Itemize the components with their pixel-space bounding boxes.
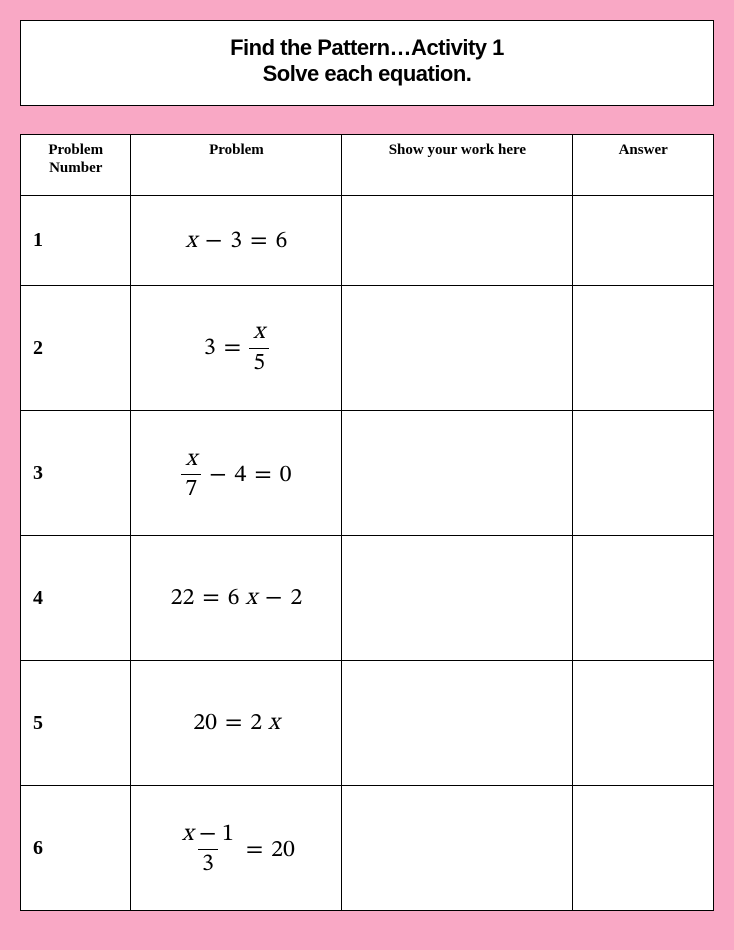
problems-table: Problem Number Problem Show your work he…	[20, 134, 714, 911]
problem-number: 5	[21, 661, 131, 786]
answer-cell	[573, 196, 714, 286]
table-header-row: Problem Number Problem Show your work he…	[21, 135, 714, 196]
problem-number: 2	[21, 286, 131, 411]
problem-equation: x − 1 3 =20	[131, 786, 342, 911]
work-cell	[342, 286, 573, 411]
work-cell	[342, 661, 573, 786]
work-cell	[342, 411, 573, 536]
answer-cell	[573, 786, 714, 911]
table-row: 2 3= x5	[21, 286, 714, 411]
col-header-problem: Problem	[131, 135, 342, 196]
col-header-number: Problem Number	[21, 135, 131, 196]
problem-number: 4	[21, 536, 131, 661]
problem-equation: 20=2x	[131, 661, 342, 786]
work-cell	[342, 786, 573, 911]
problem-number: 1	[21, 196, 131, 286]
table-row: 3 x7 −4=0	[21, 411, 714, 536]
problem-equation: 3= x5	[131, 286, 342, 411]
worksheet-page: Find the Pattern…Activity 1 Solve each e…	[0, 0, 734, 950]
problem-number: 3	[21, 411, 131, 536]
table-row: 6 x − 1 3 =20	[21, 786, 714, 911]
work-cell	[342, 196, 573, 286]
answer-cell	[573, 411, 714, 536]
title-line-1: Find the Pattern…Activity 1	[31, 35, 703, 61]
problem-equation: x−3=6	[131, 196, 342, 286]
problem-equation: 22=6x−2	[131, 536, 342, 661]
table-row: 5 20=2x	[21, 661, 714, 786]
title-box: Find the Pattern…Activity 1 Solve each e…	[20, 20, 714, 106]
problem-number: 6	[21, 786, 131, 911]
table-row: 1 x−3=6	[21, 196, 714, 286]
work-cell	[342, 536, 573, 661]
col-header-work: Show your work here	[342, 135, 573, 196]
title-line-2: Solve each equation.	[31, 61, 703, 87]
table-row: 4 22=6x−2	[21, 536, 714, 661]
col-header-answer: Answer	[573, 135, 714, 196]
answer-cell	[573, 661, 714, 786]
answer-cell	[573, 286, 714, 411]
answer-cell	[573, 536, 714, 661]
problem-equation: x7 −4=0	[131, 411, 342, 536]
